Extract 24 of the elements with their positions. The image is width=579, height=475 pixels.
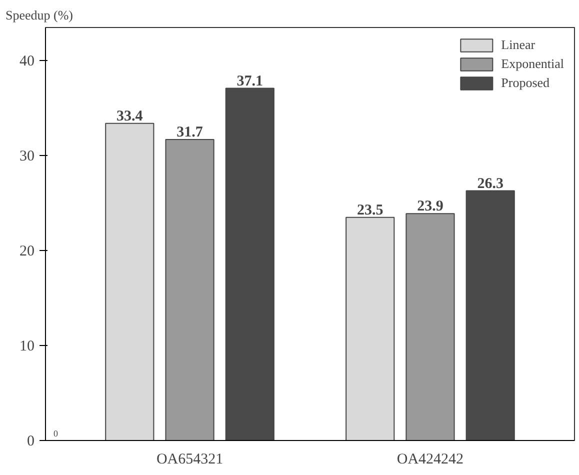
legend-label: Exponential — [501, 56, 564, 72]
data-label: 33.4 — [116, 108, 144, 124]
data-label: 23.9 — [417, 198, 444, 215]
y-tick-label: 10 — [20, 338, 34, 355]
bar — [225, 88, 274, 440]
data-label: 31.7 — [176, 124, 204, 141]
y-tick-label: 20 — [20, 244, 34, 260]
legend-label: Proposed — [501, 75, 550, 91]
bar — [406, 213, 455, 440]
bar — [105, 122, 154, 440]
data-label: 26.3 — [477, 176, 504, 192]
bar — [165, 139, 214, 440]
y-tick-label: 40 — [20, 54, 34, 70]
data-label: 23.5 — [356, 202, 384, 218]
x-tick-label: OA654321 — [156, 452, 224, 468]
x-tick-label: OA424242 — [396, 452, 464, 468]
bar — [466, 190, 515, 440]
annotation: 0 — [54, 428, 58, 438]
y-tick-label: 30 — [20, 148, 34, 165]
y-tick-label: 0 — [27, 434, 34, 450]
legend-label: Linear — [501, 37, 536, 53]
data-label: 37.1 — [236, 73, 264, 90]
y-axis-title: Speedup (%) — [6, 8, 74, 22]
bar — [346, 216, 395, 440]
